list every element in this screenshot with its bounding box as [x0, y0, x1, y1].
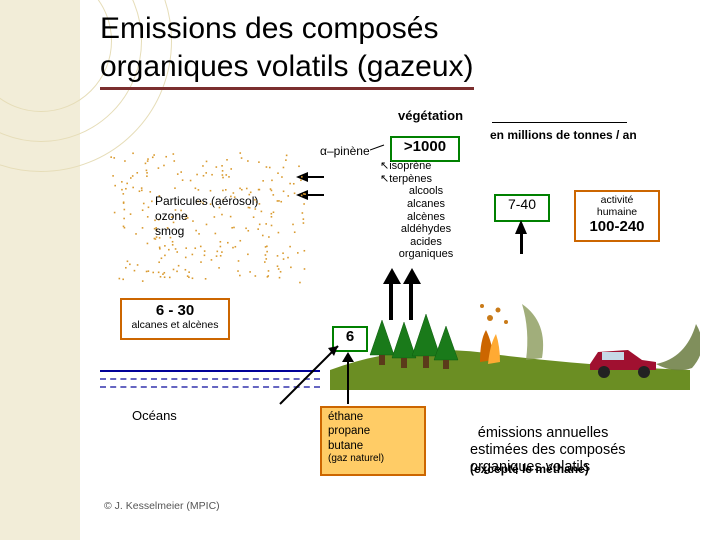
vegetation-label: végétation	[398, 108, 463, 123]
arrow-shaft-1	[308, 176, 324, 178]
biomass-value-box: 7-40	[494, 194, 550, 222]
species-alcanes: alcanes	[390, 198, 462, 211]
pinene-label: α–pinène	[320, 144, 370, 158]
arrow-pinene-to-box	[370, 140, 388, 160]
page-title: Emissions des composés organiques volati…	[100, 10, 474, 90]
title-line2: organiques volatils (gazeux)	[100, 48, 474, 91]
aerosol-range-box: 6 - 30 alcanes et alcènes	[120, 298, 230, 340]
species-aldehydes: aldéhydes	[390, 223, 462, 236]
ocean-sp-gaznat: (gaz naturel)	[328, 453, 418, 466]
arrow-veg-head	[383, 268, 401, 284]
anthropo-range: 100-240	[576, 218, 658, 235]
ocean-sp-ethane: éthane	[328, 410, 418, 424]
units-label: en millions de tonnes / an	[490, 128, 637, 142]
ocean-sp-propane: propane	[328, 424, 418, 438]
except-methane: (excepté le méthane)	[470, 462, 589, 476]
species-acides: acides	[390, 236, 462, 249]
biogenic-species-list: ↖isoprène ↖terpènes alcools alcanes alcè…	[390, 160, 462, 261]
image-credit: © J. Kesselmeier (MPIC)	[104, 500, 220, 512]
anthropo-box: activité humaine 100-240	[574, 190, 660, 242]
species-alcenes: alcènes	[390, 211, 462, 224]
biomass-value: 7-40	[508, 196, 536, 212]
arrow-fire-head	[515, 220, 527, 234]
units-overline	[492, 122, 627, 123]
biogenic-value: >1000	[404, 138, 446, 155]
aerosol-text: Particules (aérosol) ozone smog	[155, 194, 258, 239]
ocean-box-arrow	[338, 350, 358, 406]
species-alcools: alcools	[390, 185, 462, 198]
arrow-shaft-2	[308, 194, 324, 196]
ocean-species-box: éthane propane butane (gaz naturel)	[320, 406, 426, 476]
slide-sidebar	[0, 0, 80, 540]
scene-svg	[330, 300, 700, 390]
species-isoprene: isoprène	[389, 160, 431, 172]
species-organiques: organiques	[390, 248, 462, 261]
arrow-veg-head-2	[403, 268, 421, 284]
aerosol-compounds: alcanes et alcènes	[122, 319, 228, 331]
ocean-sp-butane: butane	[328, 439, 418, 453]
title-line1: Emissions des composés	[100, 12, 438, 45]
species-terpenes: terpènes	[389, 173, 432, 185]
anthropo-label: activité humaine	[576, 194, 658, 218]
ocean-label: Océans	[132, 408, 177, 423]
aerosol-range-value: 6 - 30	[122, 302, 228, 319]
